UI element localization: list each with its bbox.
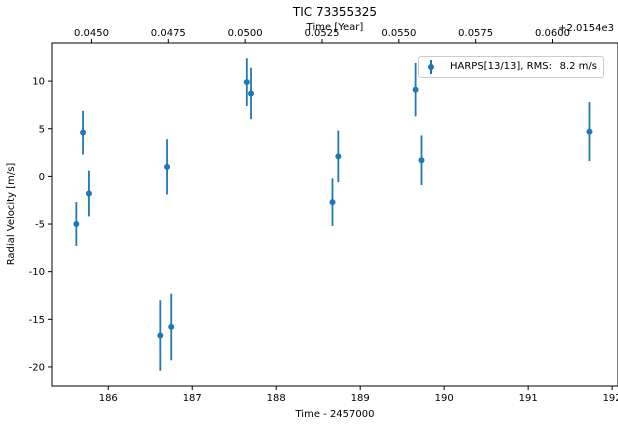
legend-errorbar-marker	[428, 60, 434, 74]
top-tick-label: 0.0525	[304, 28, 339, 39]
data-point	[157, 332, 164, 339]
x-tick-label: 187	[183, 393, 202, 404]
legend-series-label: HARPS[13/13], RMS:	[450, 61, 552, 72]
top-tick-label: 0.0600	[535, 28, 570, 39]
data-point	[412, 86, 419, 93]
y-tick-label: -20	[29, 362, 45, 373]
top-tick-label: 0.0550	[381, 28, 416, 39]
top-tick-label: 0.0450	[74, 28, 109, 39]
data-point	[335, 153, 342, 160]
data-point	[73, 221, 80, 228]
top-axis-label: Time [Year]	[306, 22, 364, 33]
legend: HARPS[13/13], RMS: 8.2 m/s	[418, 56, 604, 78]
data-point	[586, 128, 593, 135]
y-tick-label: -10	[29, 267, 45, 278]
data-point	[248, 90, 255, 97]
y-tick-label: 5	[39, 124, 45, 135]
data-points	[73, 58, 593, 371]
axes: 186 187 188 189 190 191 192 -20 -15 -10 -5 0 5 10 0.04…	[29, 28, 618, 404]
y-tick-label: 10	[32, 77, 45, 88]
data-point	[80, 129, 87, 136]
plot-frame	[51, 42, 618, 387]
top-tick-label: 0.0500	[228, 28, 263, 39]
x-tick-label: 191	[519, 393, 538, 404]
x-axis-label: Time - 2457000	[295, 409, 375, 420]
data-point	[85, 190, 92, 197]
data-point	[168, 323, 175, 330]
y-tick-label: -15	[29, 315, 45, 326]
y-tick-label: 0	[39, 172, 45, 183]
x-tick-label: 189	[351, 393, 370, 404]
data-point	[243, 79, 250, 86]
x-tick-label: 192	[603, 393, 618, 404]
legend-rms-value: 8.2 m/s	[559, 61, 597, 72]
data-point	[164, 163, 171, 170]
data-point	[329, 199, 336, 206]
data-point	[418, 157, 425, 164]
x-tick-label: 188	[267, 393, 286, 404]
top-tick-label: 0.0575	[458, 28, 493, 39]
top-tick-label: 0.0475	[151, 28, 186, 39]
x-tick-label: 186	[99, 393, 118, 404]
top-axis-offset: +2.0154e3	[558, 23, 614, 34]
y-tick-label: -5	[35, 220, 45, 231]
chart-title: TIC 73355325	[292, 5, 377, 19]
y-axis-label: Radial Velocity [m/s]	[6, 163, 17, 266]
x-tick-label: 190	[435, 393, 454, 404]
